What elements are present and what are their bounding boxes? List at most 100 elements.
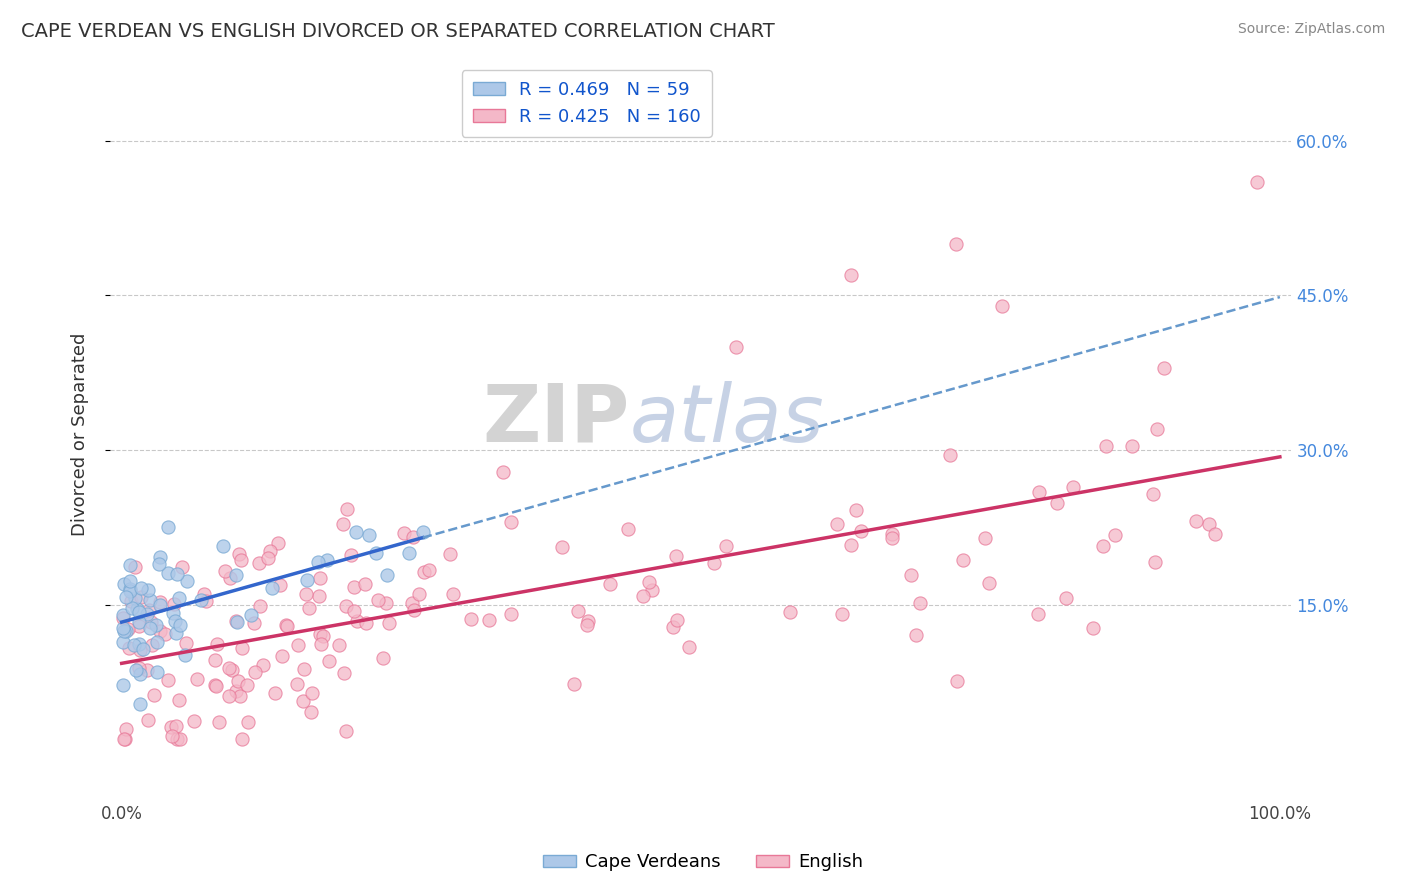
Point (112, 731, 135, 746)
Point (880, 527, 903, 541)
Point (205, 637, 228, 651)
Point (839, 538, 862, 552)
Point (163, 614, 186, 628)
Point (231, 641, 253, 656)
Point (1198, 516, 1220, 531)
Point (375, 596, 398, 610)
Point (229, 553, 252, 567)
Point (295, 574, 318, 588)
Point (367, 593, 389, 607)
Point (366, 546, 388, 560)
Point (138, 603, 160, 617)
Point (120, 574, 142, 588)
Point (339, 548, 361, 562)
Point (292, 662, 315, 676)
Point (1143, 555, 1166, 569)
Point (344, 525, 367, 540)
Point (193, 587, 215, 601)
Point (136, 714, 159, 728)
Point (212, 539, 235, 553)
Point (938, 448, 960, 462)
Point (166, 731, 188, 746)
Point (122, 639, 145, 653)
Point (1142, 486, 1164, 500)
Point (257, 550, 280, 565)
Point (114, 731, 136, 746)
Point (176, 574, 198, 588)
Point (904, 627, 927, 641)
Point (295, 587, 318, 601)
Point (139, 615, 162, 629)
Point (124, 560, 146, 574)
Point (129, 581, 152, 595)
Point (401, 530, 423, 544)
Point (118, 640, 141, 655)
Point (167, 591, 190, 606)
Point (225, 615, 247, 629)
Point (112, 611, 135, 625)
Point (204, 678, 226, 692)
Point (662, 620, 685, 634)
Point (1062, 480, 1084, 494)
Point (145, 665, 167, 680)
Point (262, 581, 284, 595)
Point (249, 599, 271, 613)
Point (125, 663, 148, 677)
Point (169, 731, 191, 746)
Point (301, 686, 323, 700)
Point (1028, 485, 1050, 500)
Point (335, 599, 357, 614)
Point (228, 547, 250, 561)
Point (157, 520, 180, 534)
Point (169, 692, 191, 706)
Point (226, 673, 249, 688)
Point (439, 547, 461, 561)
Point (141, 639, 163, 653)
Point (378, 616, 401, 631)
Point (827, 516, 849, 531)
Point (194, 594, 217, 608)
Point (204, 653, 226, 667)
Point (973, 531, 995, 545)
Point (392, 525, 415, 540)
Point (678, 640, 700, 655)
Point (576, 614, 599, 628)
Point (136, 582, 159, 597)
Point (219, 570, 242, 584)
Point (285, 677, 308, 691)
Point (404, 603, 426, 617)
Point (665, 613, 688, 627)
Point (112, 624, 135, 639)
Point (477, 613, 499, 627)
Point (239, 607, 262, 622)
Point (1185, 515, 1208, 529)
Point (1121, 439, 1143, 453)
Point (276, 619, 298, 633)
Point (128, 637, 150, 651)
Point (162, 606, 184, 620)
Point (243, 615, 266, 630)
Point (641, 583, 664, 598)
Point (183, 714, 205, 728)
Point (214, 565, 236, 579)
Point (252, 657, 274, 672)
Point (979, 576, 1001, 591)
Point (328, 638, 350, 652)
Point (263, 686, 285, 700)
Point (247, 556, 270, 570)
Point (243, 665, 266, 679)
Point (236, 715, 259, 730)
Point (703, 556, 725, 570)
Point (112, 576, 135, 591)
Point (111, 635, 134, 649)
Point (354, 615, 377, 630)
Point (308, 626, 330, 640)
Point (139, 621, 162, 635)
Point (172, 559, 194, 574)
Point (231, 731, 253, 746)
Point (371, 651, 394, 665)
Point (221, 663, 243, 677)
Point (125, 602, 148, 616)
Point (149, 624, 172, 638)
Point (1026, 607, 1049, 622)
